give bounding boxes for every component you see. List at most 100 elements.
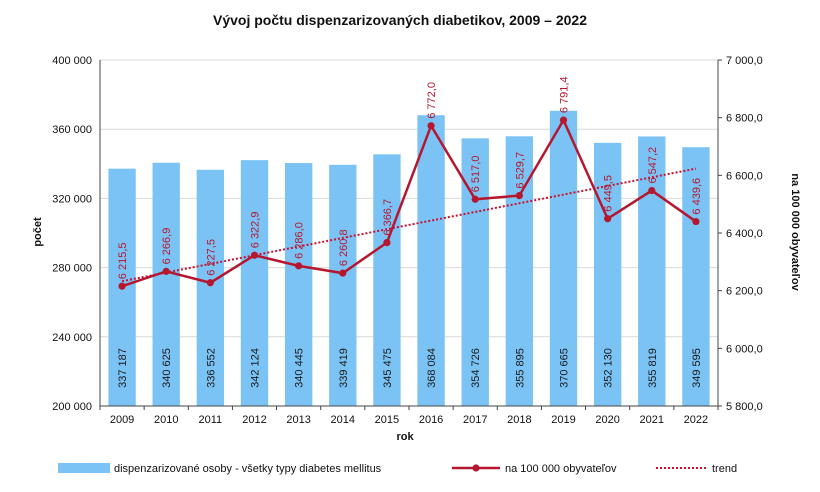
legend-label-trend: trend [712,463,737,475]
rate-data-label: 6 547,2 [647,147,659,184]
rate-data-label: 6 260,8 [338,229,350,266]
y2-tick-label: 6 000,0 [726,343,763,355]
rate-point [515,192,523,200]
y2-axis-title: na 100 000 obyvateľov [789,173,801,291]
bar [682,147,710,406]
bar [329,164,357,406]
rate-point [471,195,479,203]
bar-data-label: 345 475 [382,348,394,388]
rate-point [427,122,435,130]
x-axis-ticks: 2009 2010 2011 2012 2013 2014 2015 2016 2017 2018… [99,406,719,426]
bar [638,136,666,406]
y-tick-label: 320 000 [52,193,92,205]
rate-point [339,269,347,277]
y2-tick-label: 6 200,0 [726,286,763,298]
x-tick-label: 2015 [375,414,399,426]
x-tick-label: 2017 [463,414,487,426]
x-tick-label: 2014 [331,414,355,426]
x-tick-label: 2009 [110,414,134,426]
rate-point [162,267,170,275]
bar-series [108,110,710,407]
y-tick-label: 280 000 [52,263,92,275]
x-tick-label: 2010 [154,414,178,426]
rate-point [648,186,656,195]
y-tick-label: 240 000 [52,332,92,344]
x-tick-label: 2020 [595,414,619,426]
rate-point [250,251,259,259]
rate-point [295,262,303,270]
x-tick-label: 2021 [640,414,664,426]
rate-point [559,116,568,124]
x-axis-title: rok [396,431,414,443]
rate-data-label: 6 791,4 [559,76,571,113]
bar-data-label: 352 130 [603,348,615,388]
bar-data-label: 339 419 [338,348,350,388]
y-tick-label: 400 000 [52,55,92,67]
rate-data-label: 6 439,6 [691,178,703,215]
y-axis-title: počet [32,217,44,247]
y2-tick-label: 6 800,0 [726,113,763,125]
rate-data-label: 6 215,5 [117,242,129,279]
bar [373,154,401,406]
y2-tick-label: 6 600,0 [726,170,763,182]
rate-data-label: 6 227,5 [205,239,217,276]
rate-line-series [118,116,700,290]
legend-label-line: na 100 000 obyvateľov [505,463,617,475]
rate-point [206,279,214,287]
rate-data-label: 6 366,7 [382,199,394,236]
y2-tick-label: 7 000,0 [726,55,763,67]
rate-point [692,217,700,226]
rate-value-labels: 6 215,5 6 266,9 6 227,5 6 322,9 6 286,0 6 260… [117,76,703,279]
x-tick-label: 2012 [242,414,266,426]
bar-data-label: 354 726 [470,348,482,388]
rate-data-label: 6 286,0 [294,222,306,259]
trend-line [121,167,697,283]
legend-swatch-bars [58,463,110,473]
chart-title: Vývoj počtu dispenzarizovaných diabetiko… [213,12,587,28]
rate-point [383,239,391,247]
bar-data-label: 336 552 [205,348,217,388]
trend-series [121,167,697,283]
x-tick-label: 2011 [199,414,223,426]
rate-data-label: 6 529,7 [514,152,526,189]
rate-data-label: 6 517,0 [470,156,482,193]
bar-data-label: 355 895 [514,348,526,388]
y2-tick-label: 6 400,0 [726,228,763,240]
rate-point [604,215,612,223]
bar [549,110,578,407]
left-axis-ticks: 200 000 240 000 280 000 320 000 360 000 400 0… [52,55,92,413]
legend-swatch-marker [472,464,480,472]
y2-tick-label: 5 800,0 [726,401,763,413]
bar-data-label: 368 084 [426,348,438,388]
bar-value-labels: 337 187 340 625 336 552 342 124 340 445 339 4… [117,348,703,388]
x-tick-label: 2013 [286,414,310,426]
bar-data-label: 340 445 [294,348,306,388]
y-tick-label: 200 000 [52,401,92,413]
legend-label-bars: dispenzarizované osoby - všetky typy dia… [114,463,382,475]
bar [593,142,622,406]
bar-data-label: 370 665 [559,348,571,388]
gridlines [100,59,718,407]
x-tick-label: 2019 [551,414,575,426]
rate-data-label: 6 772,0 [426,82,438,119]
right-axis-ticks: 5 800,0 6 000,0 6 200,0 6 400,0 6 600,0 6 800… [718,55,763,413]
bar [284,163,313,406]
axes [99,60,719,407]
y-tick-label: 360 000 [52,124,92,136]
bar [196,169,225,406]
bar-data-label: 337 187 [117,348,129,388]
bar [240,160,269,406]
rate-data-label: 6 322,9 [250,212,262,249]
x-tick-label: 2018 [507,414,531,426]
legend: dispenzarizované osoby - všetky typy dia… [58,463,737,475]
bar [152,162,180,406]
rate-point [118,282,126,290]
rate-data-label: 6 266,9 [161,228,173,265]
bar-data-label: 349 595 [691,348,703,388]
rate-line [121,117,697,288]
rate-data-label: 6 449,5 [603,175,615,212]
bar-data-label: 355 819 [647,348,659,388]
bar-data-label: 340 625 [161,348,173,388]
